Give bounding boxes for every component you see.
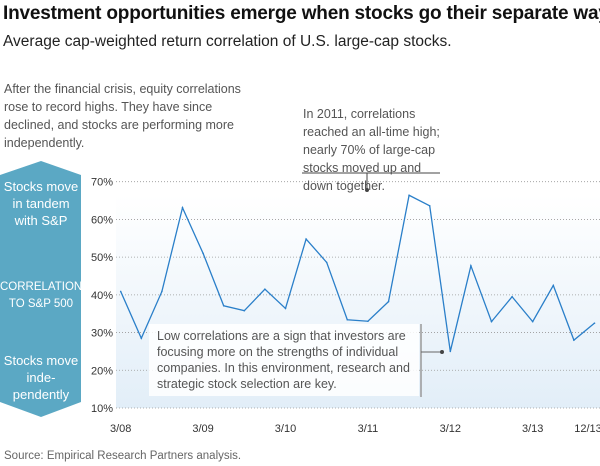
data-point	[284, 307, 287, 310]
x-tick-label: 3/08	[110, 423, 131, 435]
y-tick-label: 40%	[91, 290, 113, 302]
data-point	[325, 261, 328, 264]
data-point	[511, 295, 513, 298]
data-point	[531, 320, 534, 323]
data-point	[202, 252, 204, 255]
x-tick-label: 3/13	[522, 423, 543, 435]
side-arrow-panel	[0, 161, 81, 417]
annotation-high: In 2011, correlations reached an all-tim…	[303, 107, 440, 193]
x-tick-label: 3/12	[440, 423, 461, 435]
data-point	[346, 318, 349, 321]
data-point	[305, 238, 307, 240]
annotation-high-dot	[365, 188, 369, 192]
data-point	[367, 320, 369, 323]
data-point	[387, 300, 390, 303]
data-point	[490, 320, 493, 323]
data-point	[243, 309, 246, 312]
y-tick-label: 20%	[91, 365, 113, 377]
y-tick-label: 30%	[91, 328, 113, 340]
side-label-top: Stocks move in tandem with S&P	[3, 179, 79, 228]
y-tick-label: 10%	[91, 403, 113, 415]
data-point	[161, 290, 163, 293]
side-label-bottom: Stocks move inde-pendently	[3, 353, 79, 402]
annotation-low: Low correlations are a sign that investo…	[149, 324, 419, 396]
data-point	[119, 290, 122, 293]
data-point	[449, 350, 452, 353]
side-label-middle: CORRELATION TO S&P 500	[0, 281, 83, 310]
data-point	[470, 265, 472, 267]
x-tick-label: 12/13	[574, 423, 600, 435]
data-point	[593, 322, 596, 324]
data-point	[573, 339, 575, 341]
y-tick-label: 50%	[91, 252, 113, 264]
chart-subtitle: Average cap-weighted return correlation …	[3, 33, 452, 50]
x-tick-label: 3/09	[192, 423, 213, 435]
y-tick-label: 70%	[91, 177, 113, 189]
y-tick-label: 60%	[91, 214, 113, 226]
data-point	[552, 284, 555, 287]
data-point	[181, 206, 184, 209]
data-point	[140, 337, 143, 340]
x-tick-label: 3/10	[275, 423, 296, 435]
x-tick-label: 3/11	[358, 423, 379, 435]
correlation-line	[120, 194, 595, 352]
data-point	[264, 288, 266, 290]
source-note: Source: Empirical Research Partners anal…	[4, 450, 242, 462]
data-point	[222, 304, 225, 307]
data-point	[428, 205, 431, 207]
chart-title: Investment opportunities emerge when sto…	[3, 3, 600, 24]
intro-text: After the financial crisis, equity corre…	[4, 82, 241, 150]
data-point	[408, 194, 410, 197]
